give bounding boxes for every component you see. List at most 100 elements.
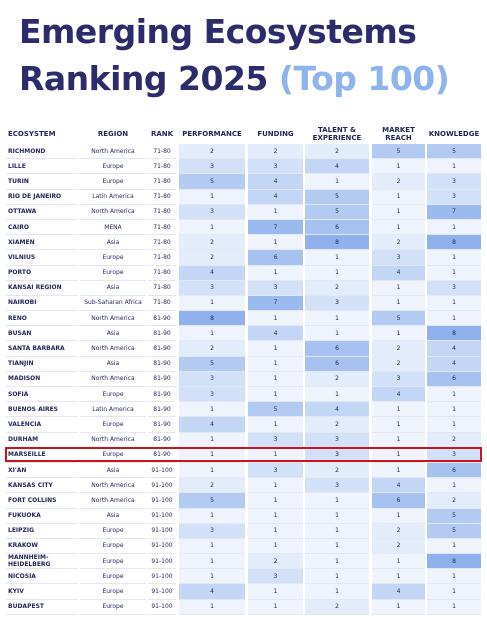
region-cell: Europe bbox=[80, 448, 146, 463]
ecosystem-cell: NAIROBI bbox=[6, 296, 78, 312]
rank-cell: 71-80 bbox=[148, 266, 176, 281]
knowledge-score-cell: 1 bbox=[427, 265, 481, 281]
region-cell: Asia bbox=[80, 326, 146, 342]
region-cell: Europe bbox=[80, 524, 146, 539]
table-row: FUKUOKA Asia 91-100 1 1 1 1 5 bbox=[6, 508, 481, 524]
table-row: TIANJIN Asia 81-90 5 1 6 2 4 bbox=[6, 356, 481, 372]
funding-score-cell: 3 bbox=[248, 432, 303, 448]
funding-score-cell: 4 bbox=[248, 326, 303, 342]
ecosystem-cell: SOFIA bbox=[6, 387, 78, 403]
rank-cell: 71-80 bbox=[148, 250, 176, 266]
ecosystem-cell: MANNHEIM-HEIDELBERG bbox=[6, 554, 78, 570]
header-region: REGION bbox=[97, 130, 129, 138]
header-funding: FUNDING bbox=[257, 130, 294, 138]
title-line-1: Emerging Ecosystems bbox=[19, 12, 417, 51]
market-score-cell: 1 bbox=[372, 508, 425, 524]
talent-score-cell: 1 bbox=[305, 250, 369, 266]
talent-score-cell: 6 bbox=[305, 219, 369, 236]
knowledge-score-cell: 4 bbox=[427, 356, 481, 372]
market-score-cell: 2 bbox=[372, 174, 425, 190]
performance-score-cell: 1 bbox=[179, 508, 245, 524]
funding-score-cell: 1 bbox=[248, 417, 303, 433]
performance-score-cell: 2 bbox=[179, 478, 245, 494]
knowledge-score-cell: 6 bbox=[427, 462, 481, 479]
funding-score-cell: 3 bbox=[248, 569, 303, 585]
rank-cell: 71-80 bbox=[148, 190, 176, 205]
table-row: PORTO Europe 71-80 4 1 1 4 1 bbox=[6, 265, 481, 281]
performance-score-cell: 1 bbox=[179, 432, 245, 448]
market-score-cell: 1 bbox=[372, 462, 425, 479]
table-row: BUSAN Asia 81-90 1 4 1 1 8 bbox=[6, 326, 481, 342]
title-line-2: Ranking 2025 bbox=[19, 59, 279, 98]
table-row: BUENOS AIRES Latin America 81-90 1 5 4 1 1 bbox=[6, 402, 481, 418]
talent-score-cell: 1 bbox=[305, 584, 369, 600]
region-cell: Asia bbox=[80, 463, 146, 479]
ecosystem-cell: MADISON bbox=[6, 372, 78, 387]
table-body: RICHMOND North America 71-80 2 2 2 5 5 LILLE Euro… bbox=[6, 144, 481, 615]
market-score-cell: 1 bbox=[372, 204, 425, 220]
market-score-cell: 5 bbox=[372, 144, 425, 160]
title-accent: (Top 100) bbox=[278, 59, 450, 98]
talent-score-cell: 1 bbox=[305, 523, 369, 539]
talent-score-cell: 6 bbox=[305, 341, 369, 357]
knowledge-score-cell: 5 bbox=[427, 508, 481, 524]
ecosystem-cell: LILLE bbox=[6, 159, 78, 175]
region-cell: Asia bbox=[80, 235, 146, 251]
market-score-cell: 1 bbox=[372, 432, 425, 448]
rank-cell: 81-90 bbox=[148, 357, 176, 372]
talent-score-cell: 2 bbox=[305, 371, 369, 387]
market-score-cell: 1 bbox=[372, 447, 425, 463]
ecosystem-cell: RIO DE JANEIRO bbox=[6, 190, 78, 205]
region-cell: Asia bbox=[80, 357, 146, 372]
performance-score-cell: 3 bbox=[179, 523, 245, 539]
table-row: XI'AN Asia 91-100 1 3 2 1 6 bbox=[6, 462, 481, 479]
table-row: NAIROBI Sub-Saharan Africa 71-80 1 7 3 1 1 bbox=[6, 295, 481, 312]
region-cell: North America bbox=[80, 205, 146, 220]
market-score-cell: 3 bbox=[372, 250, 425, 266]
rank-cell: 81-90 bbox=[148, 417, 176, 433]
funding-score-cell: 1 bbox=[248, 599, 303, 615]
talent-score-cell: 5 bbox=[305, 189, 369, 205]
market-score-cell: 6 bbox=[372, 493, 425, 509]
funding-score-cell: 1 bbox=[248, 311, 303, 327]
region-cell: Europe bbox=[80, 569, 146, 585]
table-row: CAIRO MENA 71-80 1 7 6 1 1 bbox=[6, 219, 481, 236]
funding-score-cell: 1 bbox=[248, 235, 303, 251]
ecosystem-cell: PORTO bbox=[6, 266, 78, 281]
talent-score-cell: 4 bbox=[305, 159, 369, 175]
table-row: NICOSIA Europe 91-100 1 3 1 1 1 bbox=[6, 569, 481, 585]
funding-score-cell: 1 bbox=[248, 523, 303, 539]
talent-score-cell: 8 bbox=[305, 235, 369, 251]
region-cell: North America bbox=[80, 478, 146, 494]
header-ecosystem: ECOSYSTEM bbox=[8, 130, 56, 138]
rank-cell: 81-90 bbox=[148, 448, 176, 463]
funding-score-cell: 1 bbox=[248, 538, 303, 555]
performance-score-cell: 1 bbox=[179, 538, 245, 555]
knowledge-score-cell: 4 bbox=[427, 341, 481, 357]
table-row: MARSEILLE Europe 81-90 1 1 3 1 3 bbox=[6, 447, 481, 463]
performance-score-cell: 1 bbox=[179, 599, 245, 615]
market-score-cell: 4 bbox=[372, 387, 425, 403]
market-score-cell: 2 bbox=[372, 538, 425, 555]
market-score-cell: 1 bbox=[372, 402, 425, 418]
ecosystem-cell: VILNIUS bbox=[6, 250, 78, 266]
ecosystem-cell: KRAKOW bbox=[6, 539, 78, 555]
knowledge-score-cell: 3 bbox=[427, 280, 481, 296]
knowledge-score-cell: 1 bbox=[427, 402, 481, 418]
table-header: ECOSYSTEM REGION RANK PERFORMANCE FUNDIN… bbox=[6, 124, 481, 144]
region-cell: Europe bbox=[80, 554, 146, 570]
performance-score-cell: 3 bbox=[179, 371, 245, 387]
performance-score-cell: 4 bbox=[179, 584, 245, 600]
performance-score-cell: 3 bbox=[179, 387, 245, 403]
highlight-frame bbox=[5, 447, 482, 462]
table-row: DURHAM North America 81-90 1 3 3 1 2 bbox=[6, 432, 481, 448]
performance-score-cell: 5 bbox=[179, 174, 245, 190]
talent-score-cell: 1 bbox=[305, 265, 369, 281]
rank-cell: 71-80 bbox=[148, 144, 176, 160]
performance-score-cell: 2 bbox=[179, 250, 245, 266]
market-score-cell: 1 bbox=[372, 159, 425, 175]
performance-score-cell: 1 bbox=[179, 402, 245, 418]
funding-score-cell: 1 bbox=[248, 584, 303, 600]
knowledge-score-cell: 7 bbox=[427, 204, 481, 220]
region-cell: Europe bbox=[80, 584, 146, 600]
